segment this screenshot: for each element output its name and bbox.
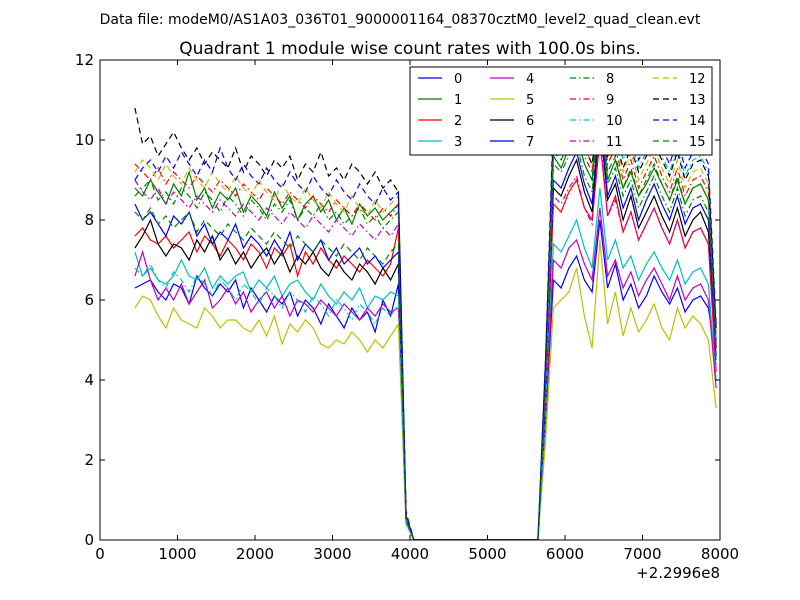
x-offset-label: +2.2996e8	[636, 564, 720, 582]
legend-label-4: 4	[526, 72, 534, 87]
legend-label-14: 14	[689, 114, 706, 129]
series-line-8	[134, 99, 717, 540]
x-tick-label: 0	[95, 545, 105, 563]
y-tick-label: 10	[75, 131, 94, 149]
series-line-11	[134, 131, 717, 540]
series-line-2	[134, 139, 717, 540]
y-tick-label: 12	[75, 51, 94, 69]
legend-label-11: 11	[606, 135, 623, 150]
series-line-7	[134, 107, 717, 540]
series-line-9	[134, 87, 717, 540]
series-line-3	[134, 187, 717, 540]
series-line-6	[134, 119, 717, 540]
figure-suptitle: Data file: modeM0/AS1A03_036T01_90000011…	[100, 12, 701, 28]
legend-label-5: 5	[526, 93, 534, 108]
x-tick-label: 7000	[623, 545, 661, 563]
series-line-5	[134, 239, 717, 540]
y-tick-label: 2	[84, 451, 94, 469]
legend-label-3: 3	[454, 135, 462, 150]
x-tick-label: 2000	[236, 545, 274, 563]
y-tick-label: 0	[84, 531, 94, 549]
y-tick-label: 8	[84, 211, 94, 229]
series-line-4	[134, 207, 717, 540]
series-line-0	[134, 219, 717, 540]
series-line-15	[134, 99, 717, 540]
x-tick-label: 1000	[158, 545, 196, 563]
legend-label-13: 13	[689, 93, 706, 108]
chart-title: Quadrant 1 module wise count rates with …	[179, 39, 640, 59]
legend-label-10: 10	[606, 114, 623, 129]
legend-label-2: 2	[454, 114, 462, 129]
legend-box	[409, 66, 713, 156]
legend-label-8: 8	[606, 72, 614, 87]
legend-label-0: 0	[454, 72, 462, 87]
y-tick-label: 4	[84, 371, 94, 389]
legend-label-9: 9	[606, 93, 614, 108]
x-tick-label: 8000	[701, 545, 739, 563]
legend-label-6: 6	[526, 114, 534, 129]
legend-label-15: 15	[689, 135, 706, 150]
legend-label-1: 1	[454, 93, 462, 108]
x-tick-label: 3000	[313, 545, 351, 563]
x-tick-label: 4000	[391, 545, 429, 563]
legend-label-12: 12	[689, 72, 706, 87]
legend-label-7: 7	[526, 135, 534, 150]
y-tick-label: 6	[84, 291, 94, 309]
x-tick-label: 6000	[546, 545, 584, 563]
x-tick-label: 5000	[468, 545, 506, 563]
x-axis: 0 1000 2000 3000 4000 5000 6000 7000 8000	[95, 60, 739, 563]
